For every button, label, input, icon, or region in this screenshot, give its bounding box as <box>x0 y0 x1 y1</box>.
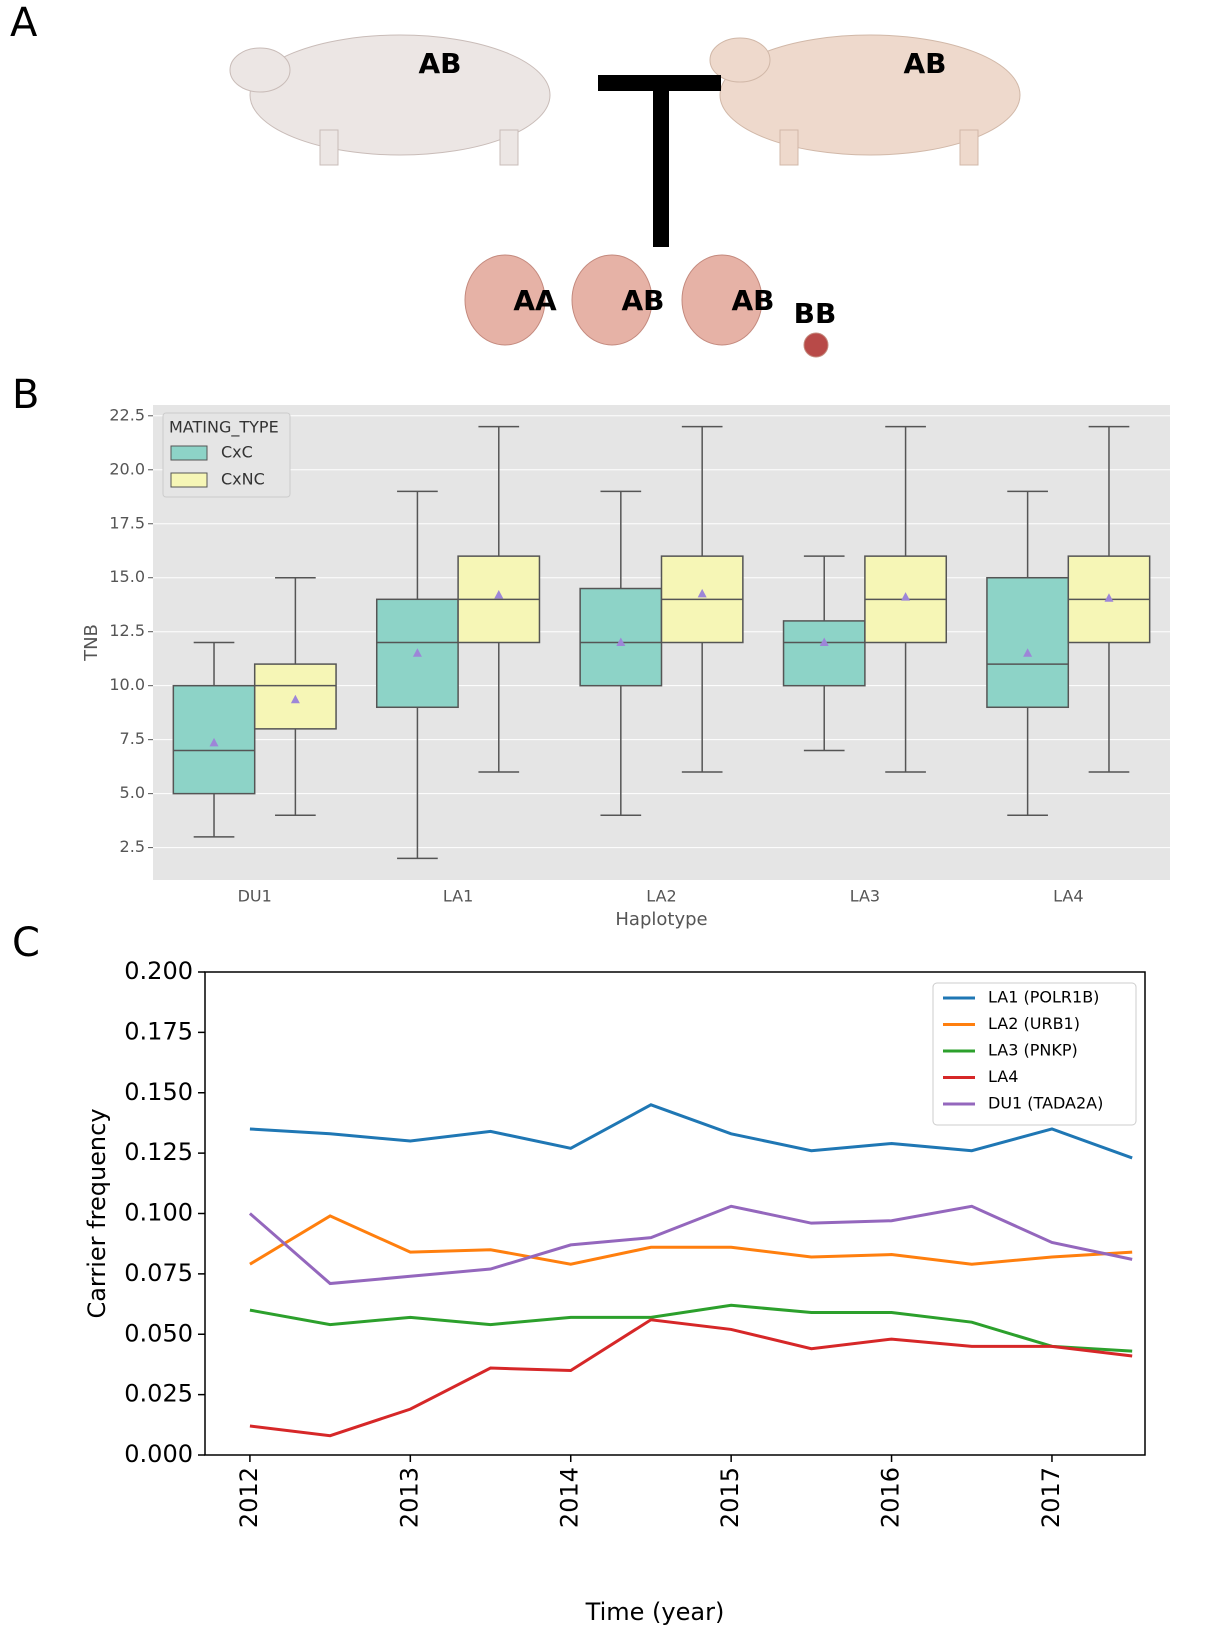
legend-label: CxC <box>221 443 253 462</box>
y-tick-label: 0.200 <box>124 957 193 985</box>
box <box>987 578 1068 708</box>
legend-label: LA1 (POLR1B) <box>988 988 1099 1007</box>
y-tick-label: 0.100 <box>124 1199 193 1227</box>
series-line <box>250 1305 1132 1351</box>
y-tick-label: 0.000 <box>124 1440 193 1468</box>
x-tick-label: LA1 <box>443 887 473 906</box>
y-tick-label: 0.125 <box>124 1138 193 1166</box>
y-tick-label: 17.5 <box>109 513 145 532</box>
panel-label: B <box>12 372 39 418</box>
y-tick-label: 7.5 <box>120 729 145 748</box>
y-tick-label: 0.025 <box>124 1380 193 1408</box>
y-tick-label: 10.0 <box>109 675 145 694</box>
x-tick-label: 2014 <box>556 1467 584 1528</box>
y-tick-label: 22.5 <box>109 405 145 424</box>
figure: A AB AB AA AB AB BB B 2.5 5.0 7.5 10.0 12.5 15… <box>0 0 1228 1629</box>
legend-label: LA3 (PNKP) <box>988 1041 1078 1060</box>
y-tick-label: 0.075 <box>124 1259 193 1287</box>
y-tick-label: 0.150 <box>124 1078 193 1106</box>
legend-label: LA4 <box>988 1067 1018 1086</box>
y-tick-label: 0.050 <box>124 1319 193 1347</box>
x-tick-label: LA4 <box>1053 887 1083 906</box>
cross-symbol <box>598 75 721 247</box>
panel-label: C <box>12 920 40 966</box>
y-tick-label: 0.175 <box>124 1017 193 1045</box>
y-tick-label: 2.5 <box>120 837 145 856</box>
panel-label: A <box>10 0 38 46</box>
x-tick-label: DU1 <box>238 887 272 906</box>
x-tick-label: 2016 <box>877 1467 905 1528</box>
genotype-label: AA <box>513 284 557 317</box>
legend-label: LA2 (URB1) <box>988 1014 1080 1033</box>
x-tick-label: 2015 <box>716 1467 744 1528</box>
x-tick-label: LA3 <box>850 887 880 906</box>
x-axis-label: Time (year) <box>585 1598 725 1626</box>
legend-label: DU1 (TADA2A) <box>988 1094 1103 1113</box>
y-tick-label: 20.0 <box>109 459 145 478</box>
genotype-label: AB <box>621 284 664 317</box>
genotype-label: AB <box>903 47 946 80</box>
y-tick-label: 12.5 <box>109 621 145 640</box>
y-axis-label: Carrier frequency <box>83 1108 111 1318</box>
series-line <box>250 1206 1132 1283</box>
parent-pig <box>230 35 550 165</box>
legend-label: CxNC <box>221 470 265 489</box>
genotype-label: BB <box>794 297 837 330</box>
x-tick-label: 2012 <box>235 1467 263 1528</box>
x-axis-label: Haplotype <box>615 909 707 930</box>
x-tick-label: 2013 <box>395 1467 423 1528</box>
x-tick-label: 2017 <box>1037 1467 1065 1528</box>
legend-title: MATING_TYPE <box>169 418 279 438</box>
legend-swatch <box>171 446 207 460</box>
parent-pig <box>710 35 1020 165</box>
y-axis-label: TNB <box>81 624 102 662</box>
y-tick-label: 15.0 <box>109 567 145 586</box>
box <box>580 589 661 686</box>
genotype-label: AB <box>731 284 774 317</box>
legend-swatch <box>171 473 207 487</box>
x-tick-label: LA2 <box>646 887 676 906</box>
series-line <box>250 1320 1132 1436</box>
y-tick-label: 5.0 <box>120 783 145 802</box>
genotype-label: AB <box>418 47 461 80</box>
box <box>784 621 865 686</box>
page: A AB AB AA AB AB BB B 2.5 5.0 7.5 10.0 12.5 15… <box>0 0 1228 1629</box>
